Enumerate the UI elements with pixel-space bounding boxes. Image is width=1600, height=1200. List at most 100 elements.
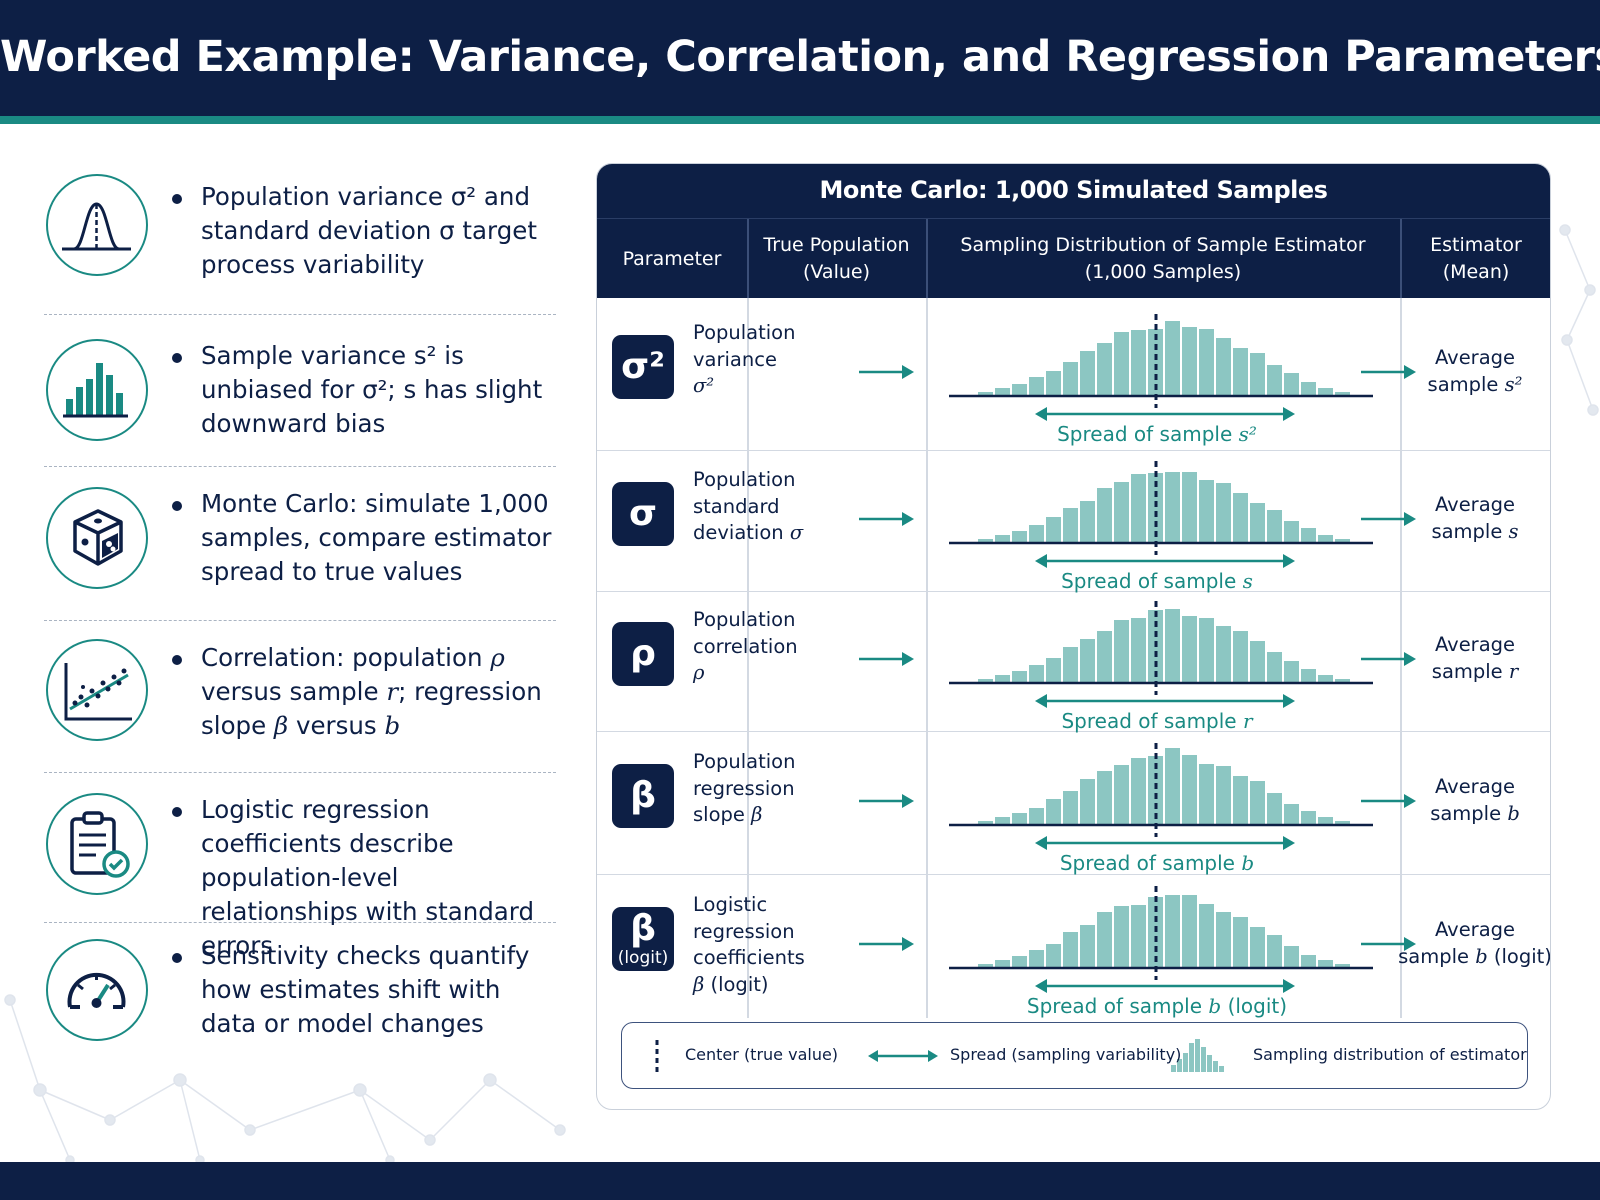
bullet-dot bbox=[172, 194, 182, 204]
spread-label-prefix: Spread of sample bbox=[1061, 709, 1243, 733]
histogram-bar bbox=[1046, 517, 1061, 543]
parameter-symbol: β bbox=[630, 908, 656, 949]
parameter-label-math: σ² bbox=[693, 374, 715, 397]
histogram-bar bbox=[1233, 776, 1248, 825]
legend: Center (true value) Spread (sampling var… bbox=[621, 1022, 1528, 1089]
histogram-bar bbox=[1148, 329, 1163, 396]
true-value-arrow bbox=[859, 937, 914, 951]
bullet-dot bbox=[172, 953, 182, 963]
histogram-bar bbox=[1199, 764, 1214, 825]
column-divider bbox=[926, 875, 928, 1018]
histogram-bar bbox=[1335, 679, 1350, 683]
parameter-label-math: β bbox=[751, 803, 763, 826]
histogram-bar bbox=[1165, 748, 1180, 825]
parameter-symbol-badge: ρ bbox=[612, 622, 674, 686]
estimator-label-suffix: (logit) bbox=[1487, 944, 1551, 968]
legend-spread-label: Spread (sampling variability) bbox=[950, 1045, 1182, 1064]
histogram-bar bbox=[995, 960, 1010, 968]
histogram-bar bbox=[1284, 661, 1299, 683]
network-background-right bbox=[1559, 224, 1599, 416]
true-value-arrow bbox=[859, 794, 914, 808]
histogram-bar bbox=[1182, 327, 1197, 396]
histogram-bar bbox=[1335, 964, 1350, 968]
parameter-label: Population standard deviation σ bbox=[693, 467, 858, 547]
sampling-distribution-plot bbox=[859, 461, 1416, 568]
parameter-label-line: Population bbox=[693, 608, 796, 631]
parameter-label-line: Logistic regression bbox=[693, 893, 795, 943]
histogram-bar bbox=[1182, 472, 1197, 543]
histogram-bar bbox=[1029, 525, 1044, 543]
parameter-label-line: β (logit) bbox=[693, 972, 858, 999]
bullet-text: Sensitivity checks quantify how estimate… bbox=[201, 941, 530, 1038]
correlation-text-3: ; regression slope bbox=[201, 677, 542, 740]
column-divider bbox=[926, 592, 928, 731]
list-item: Sample variance s² is unbiased for σ²; s… bbox=[44, 315, 556, 467]
histogram-bar bbox=[1335, 539, 1350, 543]
estimator-label-line: Average bbox=[1434, 493, 1516, 516]
histogram-bar bbox=[1233, 493, 1248, 543]
header-parameter-label: Parameter bbox=[622, 247, 722, 270]
column-divider bbox=[1400, 451, 1402, 591]
column-divider bbox=[1400, 592, 1402, 731]
estimator-label-line: Average bbox=[1434, 775, 1516, 798]
histogram-bar bbox=[1199, 480, 1214, 543]
histogram-bar bbox=[1199, 329, 1214, 396]
header-true-population-line2: (Value) bbox=[802, 261, 870, 283]
histogram-bar bbox=[1250, 353, 1265, 396]
parameter-symbol: σ² bbox=[621, 346, 665, 387]
parameter-label-suffix: (logit) bbox=[704, 972, 769, 996]
histogram-bar bbox=[1250, 781, 1265, 825]
histogram-bar bbox=[1267, 365, 1282, 396]
estimator-label-math: s² bbox=[1504, 372, 1523, 396]
parameter-label-line: correlation bbox=[693, 634, 798, 658]
spread-label: Spread of sample b bbox=[937, 851, 1377, 875]
header-estimator-line2: (Mean) bbox=[1442, 261, 1510, 283]
histogram-bar bbox=[1148, 756, 1163, 825]
estimator-label: Average sample b (logit) bbox=[1395, 917, 1551, 970]
estimator-arrow bbox=[1361, 512, 1416, 526]
header-true-population: True Population (Value) bbox=[747, 219, 926, 299]
histogram-bar bbox=[1267, 652, 1282, 683]
estimator-label-line: Average bbox=[1434, 346, 1516, 369]
estimator-label-line: Average bbox=[1434, 633, 1516, 656]
parameter-label-math: β bbox=[693, 972, 705, 996]
histogram-bar bbox=[1250, 641, 1265, 683]
gauge-icon bbox=[46, 939, 148, 1041]
histogram-bar bbox=[1284, 804, 1299, 825]
column-divider bbox=[747, 592, 749, 731]
scatter-plot-icon bbox=[46, 639, 148, 741]
header-divider bbox=[1400, 219, 1402, 299]
header-true-population-line1: True Population bbox=[763, 234, 910, 256]
histogram-bar bbox=[1233, 631, 1248, 683]
estimator-label-math: r bbox=[1508, 659, 1519, 683]
histogram-bar bbox=[1267, 510, 1282, 543]
legend-symbols bbox=[655, 1039, 1224, 1074]
spread-label-suffix: (logit) bbox=[1221, 994, 1288, 1018]
histogram-bar bbox=[1182, 616, 1197, 683]
estimator-arrow bbox=[1361, 652, 1416, 666]
histogram-bar bbox=[1165, 609, 1180, 683]
histogram-bar bbox=[978, 821, 993, 825]
parameter-label: Population correlation ρ bbox=[693, 607, 858, 687]
bullet-dot bbox=[172, 501, 182, 511]
histogram-bar bbox=[1029, 377, 1044, 396]
histogram-bar bbox=[1301, 382, 1316, 396]
column-divider bbox=[926, 451, 928, 591]
histogram-bar bbox=[1131, 618, 1146, 683]
table-header-row: Parameter True Population (Value) Sampli… bbox=[597, 218, 1550, 299]
parameter-label-line: regression bbox=[693, 776, 795, 800]
histogram-bar bbox=[1046, 371, 1061, 396]
list-item: Correlation: population ρ versus sample … bbox=[44, 621, 556, 773]
parameter-label: Population variance σ² bbox=[693, 320, 858, 400]
spread-label-math: b bbox=[1208, 994, 1222, 1018]
estimator-label-prefix: sample bbox=[1398, 944, 1476, 968]
bar-chart-icon bbox=[46, 339, 148, 441]
column-divider bbox=[926, 298, 928, 450]
parameter-symbol-badge: σ² bbox=[612, 335, 674, 399]
histogram-bar bbox=[1318, 388, 1333, 396]
true-value-arrow bbox=[859, 512, 914, 526]
histogram-bar bbox=[1233, 348, 1248, 396]
histogram-bar bbox=[1097, 771, 1112, 825]
parameter-label-line: coefficients bbox=[693, 946, 805, 969]
table-title: Monte Carlo: 1,000 Simulated Samples bbox=[819, 176, 1328, 204]
